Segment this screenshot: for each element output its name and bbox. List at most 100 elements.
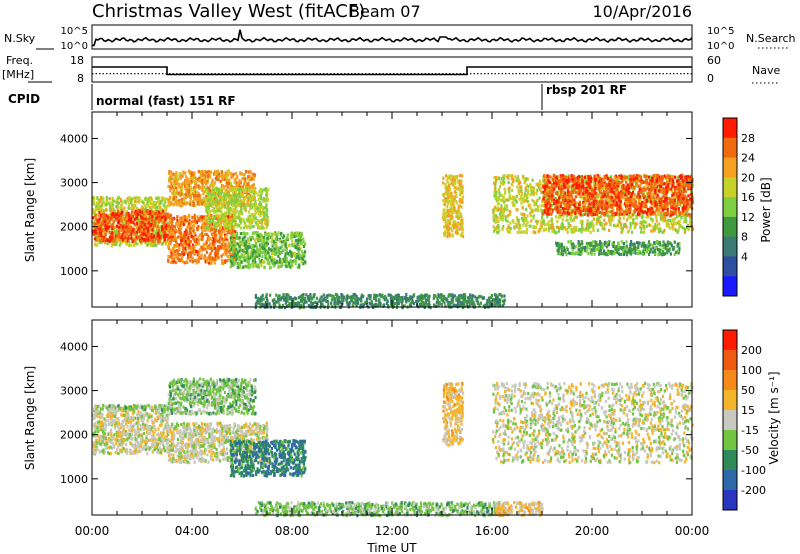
heat-cell [510, 177, 514, 181]
heat-cell [460, 174, 463, 178]
heat-cell [172, 192, 175, 196]
heat-cell [170, 177, 173, 181]
heat-cell [203, 169, 207, 173]
heat-cell [294, 232, 297, 236]
heat-cell [152, 237, 155, 242]
heat-cell [232, 246, 235, 250]
heat-cell [535, 222, 538, 226]
heat-cell [226, 238, 229, 242]
heat-cell [134, 241, 138, 245]
heat-cell [223, 191, 226, 195]
heat-cell [144, 213, 147, 217]
heat-cell [218, 209, 221, 213]
heat-cell [202, 217, 206, 222]
heat-cell [246, 245, 249, 249]
heat-cell [279, 264, 283, 269]
cpid-segment-rbsp: rbsp 201 RF [546, 83, 627, 97]
heat-cell [196, 200, 199, 204]
heat-cell [223, 193, 226, 197]
heat-cell [643, 185, 646, 189]
heat-cell [130, 201, 133, 205]
heat-cell [97, 219, 100, 223]
heat-cell [642, 222, 645, 226]
heat-cell [121, 231, 124, 235]
heat-cell [190, 179, 193, 183]
heat-cell [160, 211, 163, 215]
heat-cell [231, 231, 234, 235]
heat-cell [215, 225, 218, 230]
heat-cell [603, 227, 606, 231]
heat-cell [235, 194, 238, 198]
heat-cell [136, 196, 139, 200]
heat-cell [515, 179, 518, 183]
heat-cell [552, 225, 555, 230]
heat-cell [130, 236, 133, 240]
heat-cell [173, 192, 177, 196]
heat-cell [213, 257, 216, 261]
heat-cell [689, 224, 692, 228]
heat-cell [492, 218, 496, 223]
heat-cell [257, 193, 260, 197]
heat-cell [273, 232, 276, 236]
heat-cell [216, 192, 219, 196]
heat-cell [506, 229, 509, 234]
heat-cell [461, 198, 464, 202]
heat-cell [148, 238, 152, 242]
heat-cell [495, 227, 498, 231]
noise-left-tick-bottom: 10^0 [61, 41, 88, 52]
heat-cell [178, 193, 181, 197]
heat-cell [446, 219, 449, 223]
heat-cell [189, 190, 192, 194]
heat-cell [208, 220, 211, 224]
heat-cell [208, 261, 211, 265]
heat-cell [194, 187, 197, 191]
heat-cell [581, 221, 584, 225]
heat-cell [187, 191, 190, 195]
heat-cell [197, 251, 200, 255]
heat-cell [200, 231, 204, 235]
heat-cell [273, 247, 276, 251]
heat-cell [284, 252, 287, 256]
heat-cell [210, 214, 213, 218]
heat-cell [235, 199, 238, 203]
heat-cell [535, 183, 538, 187]
noise-left-label: N.Sky [4, 32, 36, 45]
heat-cell [567, 222, 570, 226]
heat-cell [627, 177, 630, 181]
heat-cell [100, 230, 103, 234]
heat-cell [147, 204, 150, 208]
heat-cell [165, 223, 168, 227]
heat-cell [171, 191, 174, 195]
heat-cell [280, 258, 283, 262]
heat-cell [156, 234, 159, 238]
heat-cell [300, 242, 303, 246]
heat-cell [657, 230, 660, 234]
heat-cell [202, 226, 205, 230]
heat-cell [452, 203, 455, 207]
heat-cell [248, 266, 251, 270]
heat-cell [184, 215, 187, 219]
heat-cell [256, 219, 260, 223]
heat-cell [589, 188, 592, 192]
heat-cell [501, 210, 504, 214]
heat-cell [188, 224, 191, 228]
heat-cell [187, 180, 191, 185]
heat-cell [243, 236, 246, 240]
heat-cell [576, 188, 579, 193]
heat-cell [153, 219, 157, 223]
heat-cell [196, 240, 199, 244]
chart-title: Christmas Valley West (fitACF) [92, 1, 365, 22]
heat-cell [443, 202, 446, 206]
heat-cell [666, 190, 670, 194]
heat-cell [180, 198, 183, 202]
heat-cell [170, 235, 173, 239]
heat-cell [243, 177, 247, 181]
heat-cell [500, 181, 503, 185]
heat-cell [610, 216, 613, 220]
heat-cell [558, 188, 561, 192]
heat-cell [247, 215, 250, 219]
heat-cell [102, 197, 105, 201]
heat-cell [224, 233, 227, 237]
heat-cell [524, 188, 527, 192]
heat-cell [213, 181, 216, 185]
